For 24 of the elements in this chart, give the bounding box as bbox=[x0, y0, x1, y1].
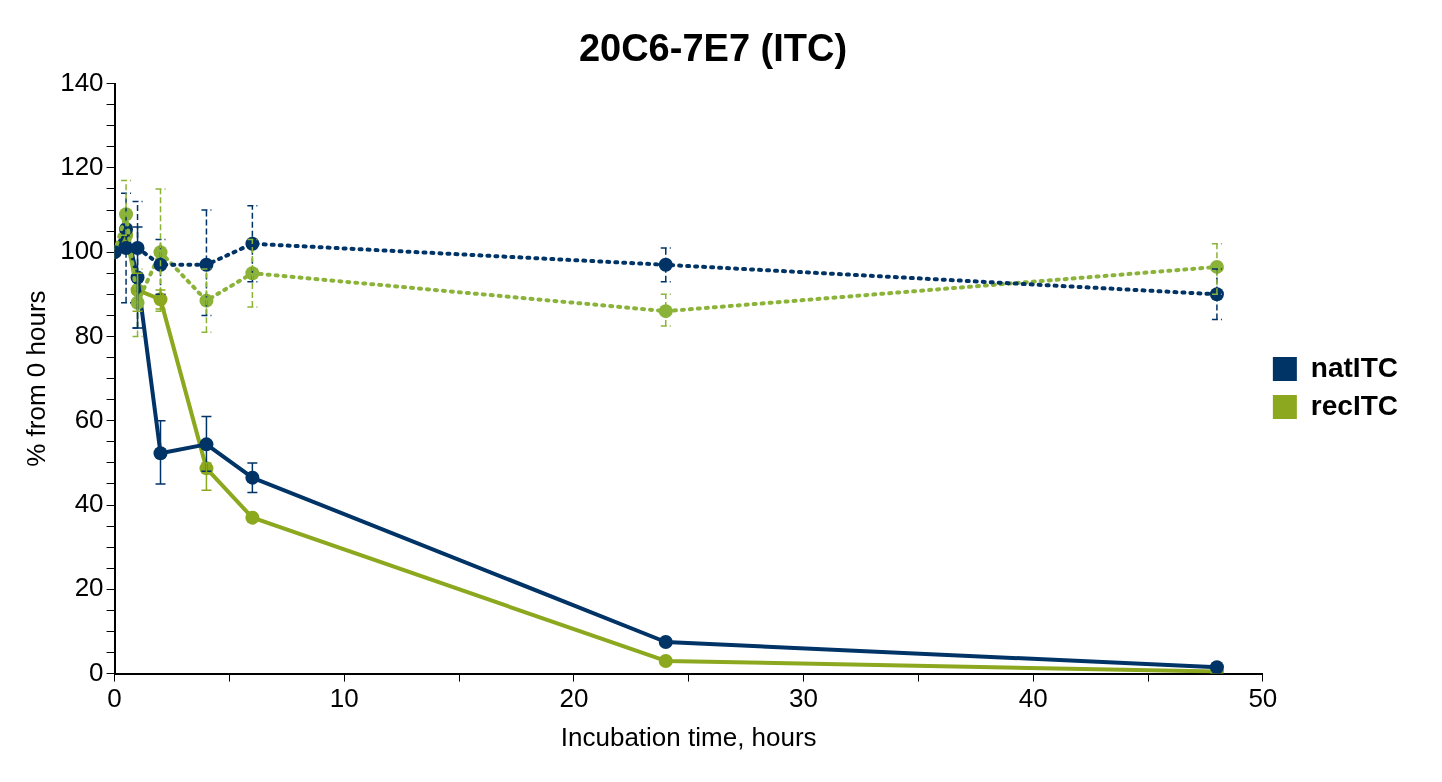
x-tick-label: 30 bbox=[789, 683, 819, 714]
x-tick-label: 20 bbox=[559, 683, 589, 714]
x-tick-label: 10 bbox=[329, 683, 359, 714]
y-tick-label: 0 bbox=[89, 656, 104, 687]
y-tick-label: 100 bbox=[60, 235, 104, 266]
y-tick-label: 120 bbox=[60, 151, 104, 182]
legend-label: natITC bbox=[1310, 351, 1398, 383]
y-tick-label: 20 bbox=[74, 572, 104, 603]
legend-label: recITC bbox=[1310, 389, 1399, 421]
x-axis-title: Incubation time, hours bbox=[560, 721, 817, 752]
point bbox=[245, 510, 260, 525]
chart-title: 20C6-7E7 (ITC) bbox=[578, 27, 848, 70]
y-axis-title: % from 0 hours bbox=[20, 290, 51, 467]
point bbox=[199, 293, 214, 308]
x-tick-label: 50 bbox=[1248, 683, 1278, 714]
y-tick-label: 40 bbox=[74, 488, 104, 519]
y-tick-label: 60 bbox=[74, 403, 104, 434]
point bbox=[153, 257, 168, 272]
point bbox=[658, 653, 673, 668]
x-tick-label: 40 bbox=[1018, 683, 1048, 714]
point bbox=[1209, 660, 1224, 674]
point bbox=[658, 634, 673, 649]
y-tick-label: 80 bbox=[74, 319, 104, 350]
y-tick-label: 140 bbox=[60, 66, 104, 97]
